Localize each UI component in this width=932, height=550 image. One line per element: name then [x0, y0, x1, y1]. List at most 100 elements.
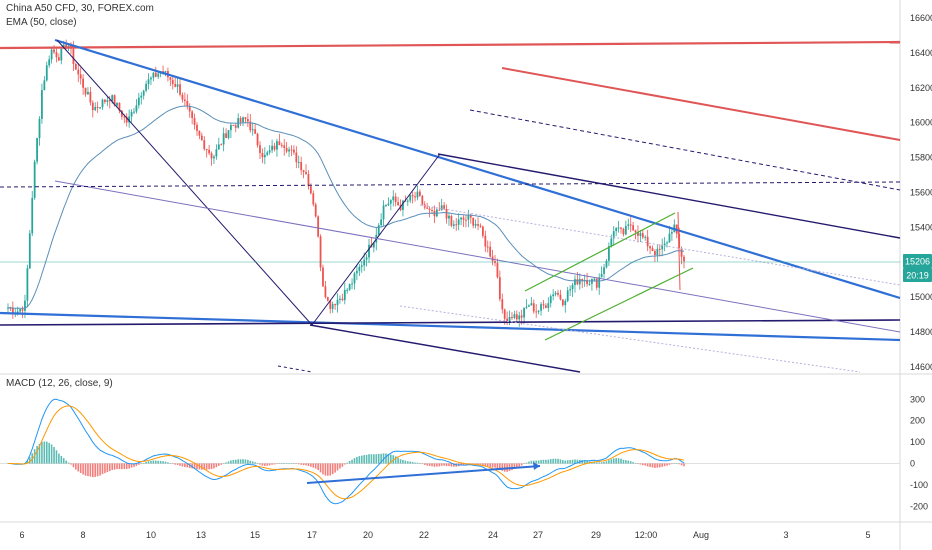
candle — [152, 71, 155, 82]
macd-hist-bar — [346, 462, 349, 464]
candle — [392, 190, 395, 207]
candle — [183, 92, 186, 107]
candle — [261, 148, 264, 164]
macd-hist-bar — [583, 460, 586, 464]
macd-hist-bar — [239, 459, 242, 464]
candle — [336, 293, 339, 313]
candle — [186, 94, 189, 110]
candle — [530, 297, 533, 306]
candle — [43, 76, 46, 91]
candle — [302, 169, 305, 179]
macd-hist-bar — [29, 457, 31, 464]
candle — [411, 191, 414, 204]
candle — [329, 299, 332, 314]
candle — [574, 275, 576, 293]
macd-hist-bar — [571, 459, 574, 464]
candle — [120, 109, 123, 120]
macd-hist-bar — [404, 460, 407, 464]
candle — [276, 138, 278, 157]
macd-hist-bar — [574, 459, 576, 464]
candle — [268, 145, 271, 155]
candle — [91, 100, 94, 118]
candle — [278, 133, 281, 146]
macd-hist-bar — [617, 458, 620, 464]
macd-hist-bar — [482, 463, 484, 466]
macd-hist-bar — [273, 463, 276, 465]
time-tick-1: 8 — [80, 530, 85, 540]
trendlines — [0, 38, 901, 373]
macd-hist-bar — [484, 463, 487, 466]
candle — [525, 299, 528, 310]
macd-hist-bar — [622, 459, 625, 464]
macd-hist-bar — [50, 444, 53, 464]
candle — [600, 266, 603, 278]
macd-hist-bar — [593, 461, 596, 464]
candle — [341, 293, 344, 302]
candle — [654, 248, 656, 262]
macd-hist-bar — [247, 459, 249, 464]
candle — [145, 80, 148, 93]
candle — [624, 220, 627, 236]
macd-hist-bar — [443, 463, 445, 466]
candle — [452, 220, 455, 230]
signal-line — [8, 405, 685, 500]
channel-lower — [544, 267, 694, 341]
macd-axis: -200 -100 0 100 200 300 — [910, 394, 928, 511]
macd-tick--100: -100 — [910, 480, 928, 490]
candle — [418, 189, 421, 197]
candle — [104, 99, 106, 104]
candle — [622, 227, 625, 237]
main-blue-downtrend — [54, 38, 901, 300]
macd-hist-bar — [167, 462, 169, 464]
macd-hist-bar — [261, 463, 264, 466]
candle — [26, 264, 29, 308]
candle — [205, 148, 208, 158]
dashed-descending — [469, 109, 901, 191]
symbol-title: China A50 CFD, 30, FOREX.com — [6, 3, 154, 14]
macd-hist-bar — [557, 458, 559, 464]
candle — [147, 73, 150, 90]
macd-hist-bar — [283, 463, 286, 464]
macd-hist-bar — [627, 460, 630, 464]
candle — [479, 223, 482, 228]
candle — [266, 150, 269, 157]
channel-upper — [524, 212, 676, 292]
dotted-upper — [419, 204, 901, 286]
macd-hist-bar — [45, 441, 48, 464]
candle — [372, 241, 375, 253]
candle — [230, 122, 232, 139]
macd-hist-bar — [516, 463, 518, 468]
macd-hist-bar — [351, 459, 353, 464]
macd-hist-bar — [673, 463, 676, 464]
macd-hist-bar — [82, 463, 84, 475]
candle — [385, 204, 387, 208]
macd-hist-bar — [249, 460, 252, 464]
macd-hist-bar — [36, 445, 38, 464]
candle — [641, 229, 644, 240]
candle — [680, 246, 683, 265]
macd-hist-bar — [75, 463, 77, 470]
macd-hist-bar — [118, 463, 121, 470]
macd-hist-bar — [368, 454, 370, 464]
candle — [460, 216, 462, 226]
macd-hist-bar — [222, 463, 225, 464]
macd-hist-bar — [595, 462, 598, 464]
macd-hist-bar — [629, 461, 632, 464]
macd-hist-bar — [658, 463, 661, 468]
candle — [234, 123, 237, 133]
macd-hist-bar — [600, 462, 603, 464]
candle — [377, 223, 380, 236]
candles — [7, 39, 685, 327]
candle — [649, 245, 651, 255]
macd-hist-bar — [157, 460, 160, 464]
macd-hist-bar — [448, 463, 450, 467]
macd-tick-200: 200 — [910, 416, 925, 426]
candle — [353, 271, 356, 290]
time-tick-11: 12:00 — [635, 530, 658, 540]
candle — [581, 278, 584, 289]
macd-hist-bar — [145, 462, 147, 464]
macd-hist-bar — [213, 463, 215, 469]
candle — [45, 61, 48, 82]
macd-hist-bar — [637, 463, 639, 464]
